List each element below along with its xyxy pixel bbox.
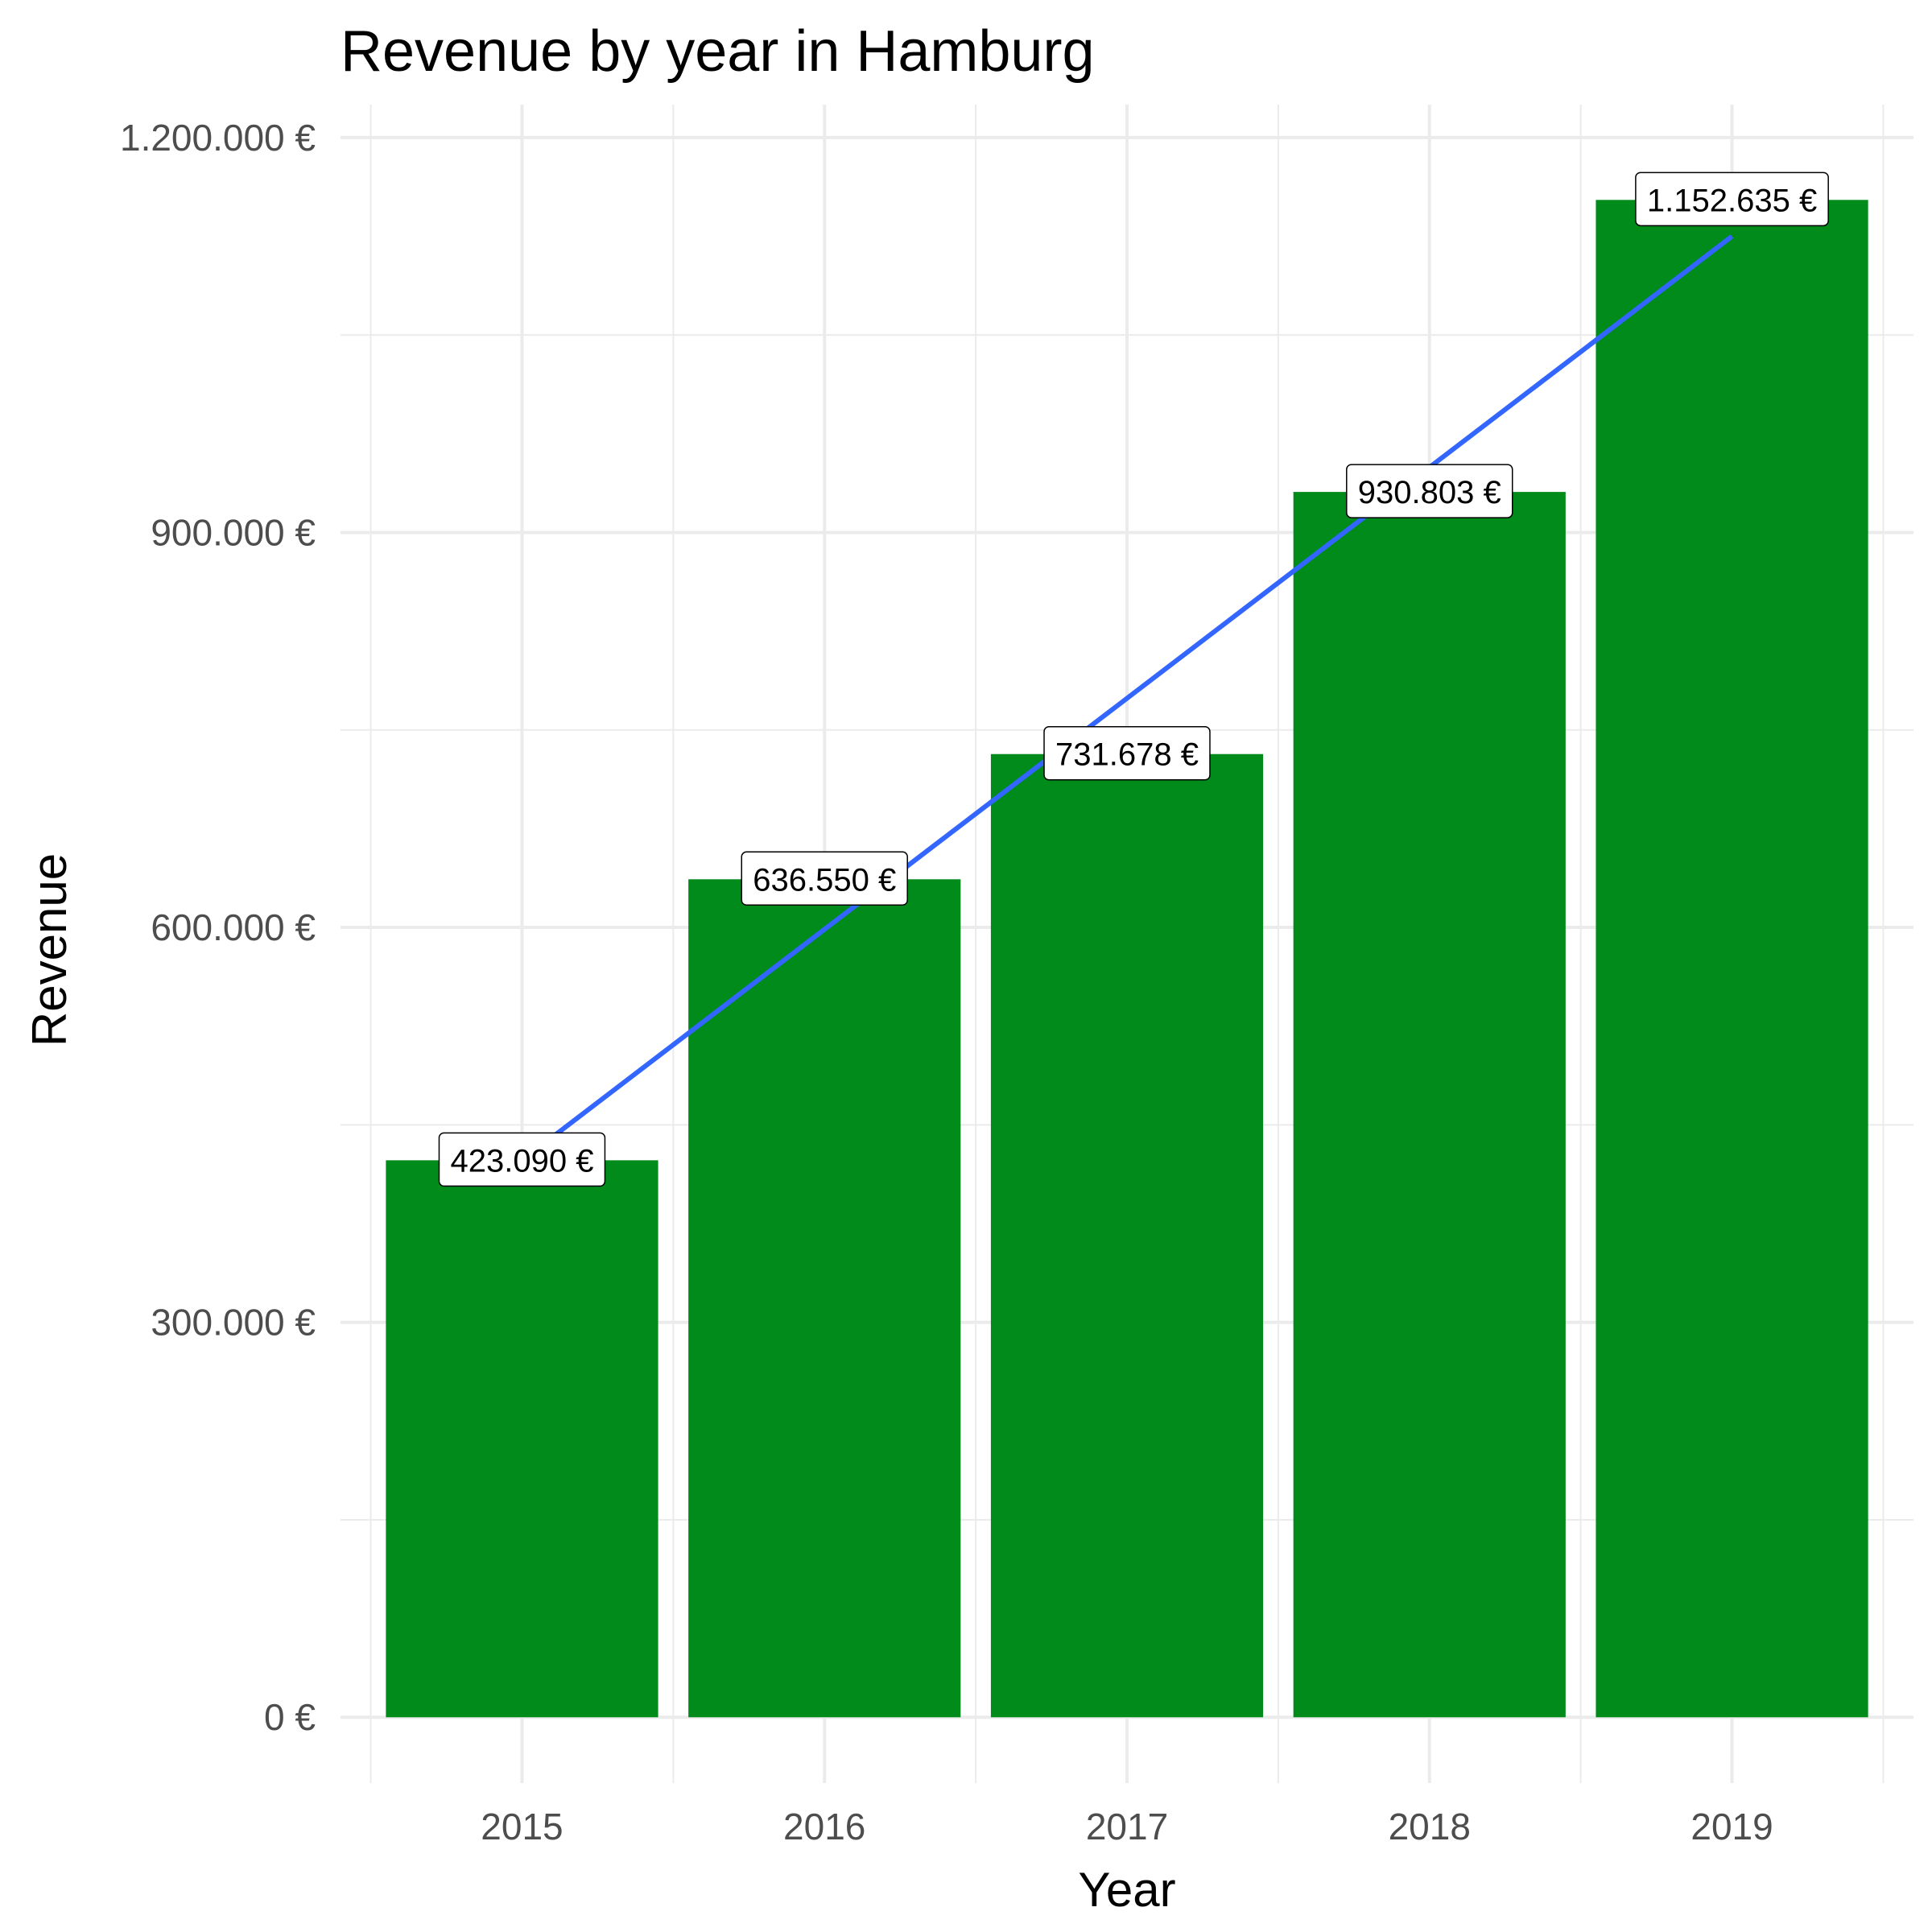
y-tick-label: 300.000 €	[151, 1302, 316, 1344]
data-label: 930.803 €	[1346, 464, 1513, 518]
data-label-box	[1043, 725, 1211, 781]
bar-2016	[688, 879, 961, 1718]
data-label-text: 731.678 €	[1055, 737, 1199, 773]
x-tick-label: 2017	[1086, 1806, 1168, 1847]
x-tick-label: 2015	[481, 1806, 563, 1847]
data-label: 423.090 €	[438, 1132, 606, 1187]
chart-title: Revenue by year in Hamburg	[341, 19, 1095, 84]
y-axis-title: Revenue	[23, 853, 76, 1046]
trend-line	[520, 234, 1734, 1162]
axes: 0 € 300.000 € 600.000 € 900.000 € 1.200.000 …	[120, 117, 1773, 1847]
data-label-box	[1346, 464, 1513, 518]
data-label-box	[741, 851, 908, 906]
data-label-box	[438, 1132, 606, 1187]
y-tick-label: 600.000 €	[151, 906, 316, 948]
data-label: 731.678 €	[1043, 725, 1211, 781]
x-tick-label: 2019	[1690, 1806, 1773, 1847]
y-tick-label: 1.200.000 €	[120, 117, 316, 159]
bar-2015	[386, 1160, 658, 1718]
y-tick-label: 0 €	[264, 1696, 316, 1738]
trend-line-layer	[520, 234, 1734, 1162]
bar-2018	[1293, 492, 1566, 1718]
data-label-text: 930.803 €	[1358, 475, 1501, 510]
x-axis-title: Year	[1078, 1863, 1175, 1917]
data-label-box	[1635, 171, 1829, 227]
bar-2017	[990, 753, 1264, 1718]
x-tick-label: 2016	[783, 1806, 865, 1847]
x-tick-label: 2018	[1389, 1806, 1471, 1847]
bars	[386, 200, 1868, 1718]
y-tick-label: 900.000 €	[151, 511, 316, 553]
bar-2019	[1596, 200, 1868, 1718]
data-label-text: 1.152.635 €	[1647, 183, 1817, 218]
data-label: 1.152.635 €	[1635, 171, 1829, 227]
data-label-text: 423.090 €	[450, 1143, 593, 1179]
data-label: 636.550 €	[741, 851, 908, 906]
data-labels: 423.090 € 636.550 € 731.678 € 930.803 € 1.15…	[438, 171, 1829, 1187]
data-label-text: 636.550 €	[753, 862, 896, 898]
